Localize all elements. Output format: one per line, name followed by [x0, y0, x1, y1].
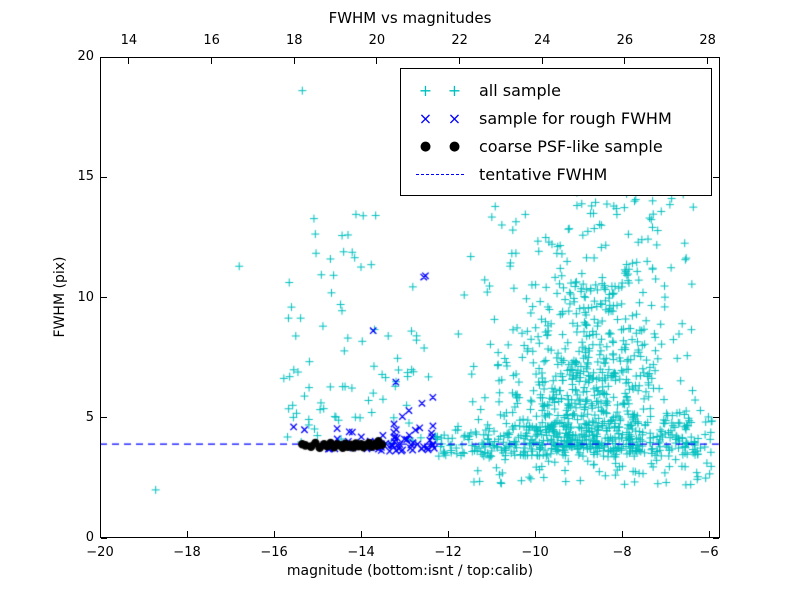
top-tick-label: 18 [285, 33, 303, 48]
y-tick-right [713, 537, 719, 539]
legend-label: tentative FWHM [479, 164, 608, 184]
top-tick [541, 58, 543, 64]
y-tick-label: 5 [85, 409, 94, 425]
x-tick [360, 531, 362, 537]
y-tick-label: 10 [77, 289, 94, 305]
top-tick [459, 58, 461, 64]
top-tick [624, 58, 626, 64]
top-tick-label: 14 [120, 33, 138, 48]
x-marker-icon: × × [418, 108, 462, 128]
x-tick-label: −14 [347, 545, 375, 560]
legend-item-rough-fwhm: × × sample for rough FWHM [411, 104, 701, 132]
top-tick [293, 58, 295, 64]
y-tick-label: 20 [77, 49, 94, 64]
y-tick-right [713, 297, 719, 298]
x-tick [447, 531, 449, 537]
top-tick [707, 58, 709, 64]
y-tick [101, 297, 107, 298]
top-tick [376, 58, 378, 64]
x-tick [186, 531, 188, 537]
x-tick [534, 531, 536, 537]
top-tick-label: 26 [616, 33, 634, 48]
top-tick-label: 22 [451, 33, 468, 48]
legend: + + all sample × × sample for rough FWHM ●… [400, 68, 712, 196]
y-tick-right [713, 417, 719, 419]
x-tick-label: −12 [434, 545, 462, 560]
legend-label: coarse PSF-like sample [479, 136, 663, 156]
x-axis-label: magnitude (bottom:isnt / top:calib) [286, 563, 534, 579]
y-tick-label: 0 [85, 530, 94, 545]
legend-label: all sample [479, 80, 561, 100]
y-tick [101, 537, 107, 539]
x-tick-label: −20 [86, 545, 114, 560]
x-tick [99, 531, 101, 537]
top-tick-label: 20 [368, 33, 386, 48]
x-tick-label: −18 [173, 545, 201, 560]
plus-marker-icon: + + [418, 80, 462, 100]
y-tick [101, 56, 107, 58]
x-tick [273, 531, 275, 537]
y-tick [101, 417, 107, 419]
chart-title: FWHM vs magnitudes [328, 9, 492, 27]
x-tick-label: −10 [521, 545, 549, 560]
top-tick [211, 58, 213, 64]
x-tick-label: −8 [612, 545, 632, 560]
legend-item-all-sample: + + all sample [411, 76, 701, 104]
x-tick [621, 531, 623, 537]
legend-label: sample for rough FWHM [479, 108, 672, 128]
dashed-line-icon [411, 173, 469, 175]
x-tick-label: −16 [260, 545, 288, 560]
top-tick-label: 24 [533, 33, 551, 48]
legend-item-psf-like: ● ● coarse PSF-like sample [411, 132, 701, 160]
top-tick [128, 58, 130, 64]
top-tick-label: 16 [203, 33, 220, 48]
x-tick-label: −6 [699, 545, 719, 560]
y-tick-right [713, 176, 719, 178]
y-tick-label: 15 [77, 169, 94, 185]
x-tick [708, 531, 710, 537]
legend-item-tentative-fwhm: tentative FWHM [411, 160, 701, 188]
y-tick-right [713, 56, 719, 58]
y-tick [101, 176, 107, 178]
top-tick-label: 28 [699, 33, 716, 48]
dot-marker-icon: ● ● [419, 138, 461, 154]
